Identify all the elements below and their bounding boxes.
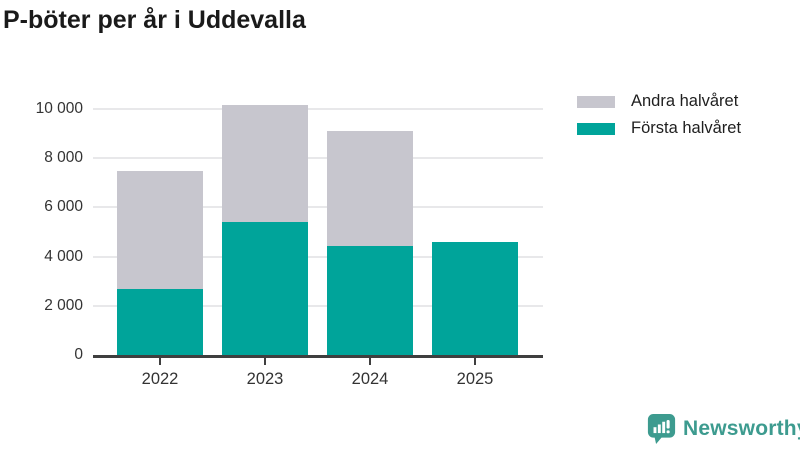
y-axis-tick-label: 2 000 [44, 296, 83, 314]
bar-segment-2022 [117, 288, 203, 355]
bar-segment-2022 [117, 170, 203, 289]
newsworthy-logo: Newsworthy [647, 413, 800, 445]
chart-title: P-böter per år i Uddevalla [3, 6, 306, 34]
x-axis-tick-mark [369, 358, 371, 365]
x-axis-tick-label: 2024 [351, 370, 389, 388]
gridline [93, 206, 543, 209]
y-axis-tick-label: 0 [74, 346, 83, 363]
legend: Andra halvåret Första halvåret [577, 91, 741, 145]
plot-area: 0 2 000 4 000 6 000 8 000 10 000 2022 2023 2024 2… [36, 100, 543, 388]
legend-item-forsta-halvaret: Första halvåret [577, 118, 741, 139]
x-axis-tick-mark [159, 358, 161, 365]
x-axis-tick-label: 2022 [141, 370, 179, 388]
bar-chart-speech-bubble-icon [647, 414, 676, 444]
gridline [93, 157, 543, 160]
y-axis-tick-label: 4 000 [44, 247, 83, 265]
legend-swatch-andra [577, 95, 615, 108]
x-axis-tick-mark [474, 358, 476, 365]
x-axis-tick-label: 2023 [246, 370, 284, 388]
y-axis-tick-label: 6 000 [44, 198, 83, 216]
y-axis-tick-label: 8 000 [44, 149, 83, 167]
legend-label: Andra halvåret [631, 92, 739, 110]
bar-segment-2023 [222, 222, 308, 355]
bar-segment-2023 [222, 105, 308, 223]
bar-segment-2025 [432, 241, 518, 355]
y-axis-tick-label: 10 000 [35, 100, 83, 117]
gridline [93, 255, 543, 258]
newsworthy-wordmark: Newsworthy [683, 417, 800, 440]
gridline [93, 108, 543, 110]
x-axis-tick-mark [264, 358, 266, 365]
legend-label: Första halvåret [631, 119, 742, 137]
gridline [93, 304, 543, 307]
bar-segment-2024 [327, 245, 413, 355]
bar-segment-2024 [327, 131, 413, 246]
legend-item-andra-halvaret: Andra halvåret [577, 91, 741, 112]
x-axis-tick-label: 2025 [456, 370, 494, 388]
legend-swatch-forsta [577, 122, 615, 135]
